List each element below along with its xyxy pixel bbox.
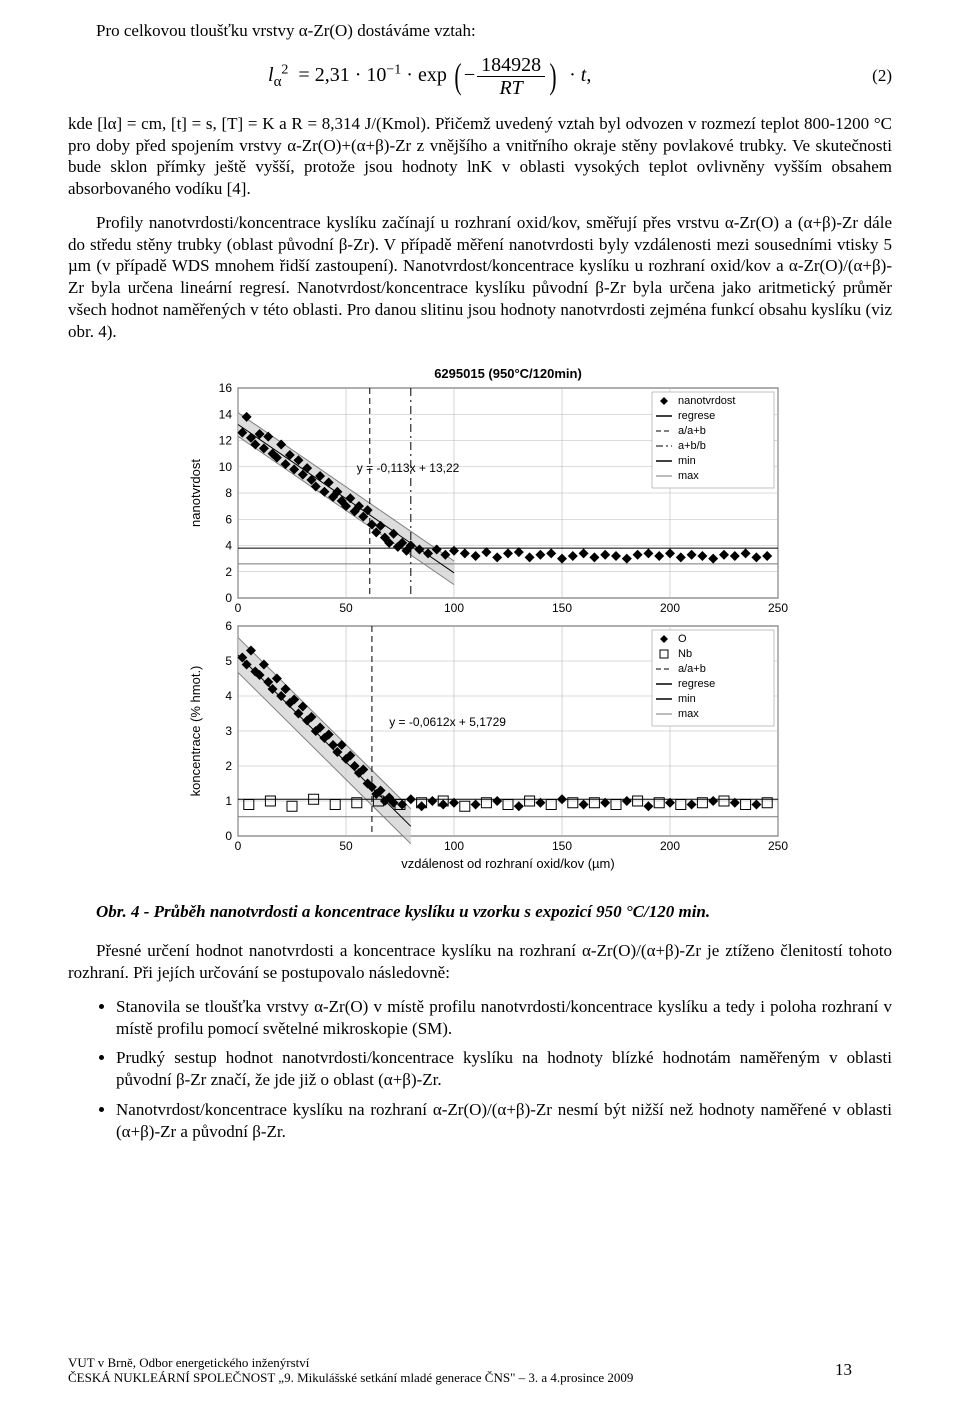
svg-text:koncentrace (% hmot.): koncentrace (% hmot.) (188, 666, 203, 797)
footer-line-1: VUT v Brně, Odbor energetického inženýrs… (68, 1356, 892, 1371)
svg-text:5: 5 (225, 654, 232, 668)
svg-text:a+b/b: a+b/b (678, 440, 706, 452)
svg-text:250: 250 (768, 601, 788, 615)
svg-text:200: 200 (660, 839, 680, 853)
svg-text:0: 0 (235, 839, 242, 853)
svg-text:1: 1 (225, 794, 232, 808)
svg-text:0: 0 (225, 829, 232, 843)
svg-text:200: 200 (660, 601, 680, 615)
svg-text:0: 0 (225, 591, 232, 605)
svg-text:Nb: Nb (678, 648, 692, 660)
svg-text:100: 100 (444, 839, 464, 853)
svg-text:12: 12 (219, 434, 233, 448)
figure-caption: Obr. 4 - Průběh nanotvrdosti a koncentra… (96, 902, 892, 922)
svg-text:150: 150 (552, 839, 572, 853)
svg-text:0: 0 (235, 601, 242, 615)
svg-text:a/a+b: a/a+b (678, 663, 706, 675)
page-number: 13 (835, 1360, 852, 1380)
svg-text:6: 6 (225, 619, 232, 633)
svg-text:8: 8 (225, 486, 232, 500)
svg-text:nanotvrdost: nanotvrdost (188, 459, 203, 527)
svg-text:14: 14 (219, 408, 233, 422)
svg-text:min: min (678, 455, 696, 467)
svg-text:10: 10 (219, 460, 233, 474)
svg-text:4: 4 (225, 539, 232, 553)
svg-text:16: 16 (219, 381, 233, 395)
svg-text:vzdálenost od rozhraní oxid/ko: vzdálenost od rozhraní oxid/kov (µm) (401, 856, 614, 871)
footer-line-2: ČESKÁ NUKLEÁRNÍ SPOLEČNOST „9. Mikulášsk… (68, 1371, 892, 1386)
svg-text:a/a+b: a/a+b (678, 425, 706, 437)
svg-text:regrese: regrese (678, 410, 715, 422)
paragraph-2: Profily nanotvrdosti/koncentrace kyslíku… (68, 212, 892, 343)
svg-text:regrese: regrese (678, 678, 715, 690)
svg-text:250: 250 (768, 839, 788, 853)
svg-text:6: 6 (225, 513, 232, 527)
svg-text:3: 3 (225, 724, 232, 738)
svg-text:y = -0,0612x + 5,1729: y = -0,0612x + 5,1729 (389, 715, 506, 729)
svg-text:100: 100 (444, 601, 464, 615)
svg-text:150: 150 (552, 601, 572, 615)
svg-text:max: max (678, 708, 699, 720)
svg-text:nanotvrdost: nanotvrdost (678, 395, 735, 407)
bullet-2: Prudký sestup hodnot nanotvrdosti/koncen… (116, 1047, 892, 1091)
svg-text:4: 4 (225, 689, 232, 703)
svg-text:50: 50 (339, 601, 353, 615)
svg-text:y = -0,113x + 13,22: y = -0,113x + 13,22 (357, 461, 460, 475)
bullet-1: Stanovila se tloušťka vrstvy α-Zr(O) v m… (116, 996, 892, 1040)
figure-4: 0501001502002500246810121416nanotvrdosty… (170, 362, 790, 892)
svg-text:2: 2 (225, 565, 232, 579)
page-footer: VUT v Brně, Odbor energetického inženýrs… (68, 1356, 892, 1386)
svg-text:50: 50 (339, 839, 353, 853)
svg-text:min: min (678, 693, 696, 705)
svg-text:O: O (678, 633, 687, 645)
after-eq-text: kde [lα] = cm, [t] = s, [T] = K a R = 8,… (68, 113, 892, 200)
svg-text:6295015 (950°C/120min): 6295015 (950°C/120min) (434, 366, 582, 381)
bullet-list: Stanovila se tloušťka vrstvy α-Zr(O) v m… (68, 996, 892, 1143)
svg-text:2: 2 (225, 759, 232, 773)
svg-text:max: max (678, 470, 699, 482)
intro-text: Pro celkovou tloušťku vrstvy α-Zr(O) dos… (68, 20, 892, 42)
paragraph-3: Přesné určení hodnot nanotvrdosti a konc… (68, 940, 892, 984)
eq-number: (2) (832, 66, 892, 86)
equation-2: lα2 = 2,31 · 10−1 · exp (−184928RT) · t,… (68, 54, 892, 99)
bullet-3: Nanotvrdost/koncentrace kyslíku na rozhr… (116, 1099, 892, 1143)
